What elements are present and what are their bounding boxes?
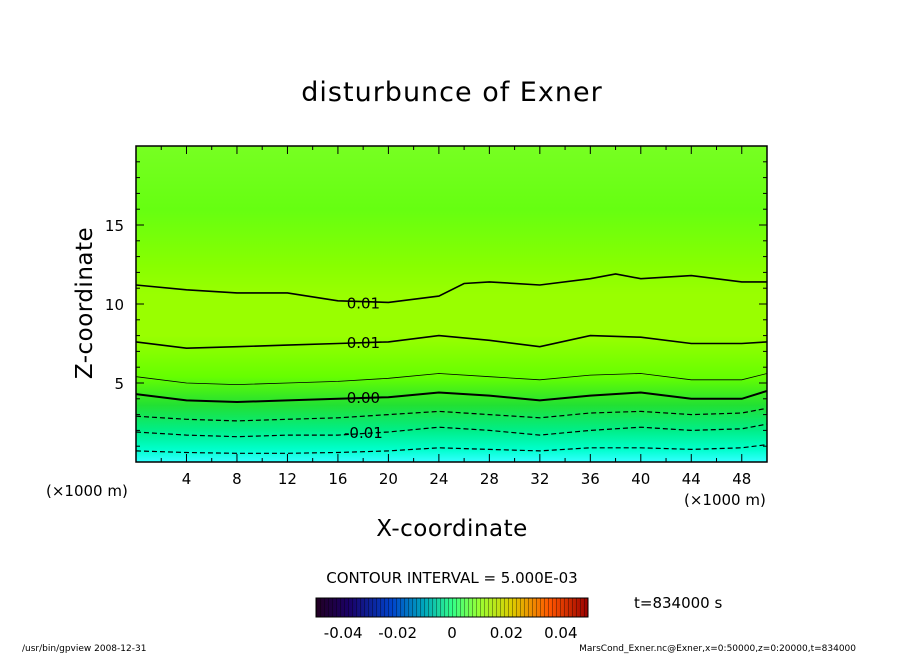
- chart-title: disturbunce of Exner: [301, 77, 602, 108]
- x-tick-label: 44: [682, 470, 701, 488]
- x-tick-label: 28: [480, 470, 499, 488]
- colorbar-label: 0.02: [490, 624, 523, 642]
- x-tick-label: 48: [732, 470, 751, 488]
- y-tick-label: 5: [114, 375, 124, 393]
- contour-line: [136, 273, 767, 304]
- contour-label: 0.01: [347, 294, 380, 312]
- colorbar-labels: -0.04 -0.02 0 0.02 0.04: [324, 624, 578, 642]
- y-tick-label: 15: [105, 217, 124, 235]
- contour-line: [136, 423, 767, 438]
- x-unit-left: (×1000 m): [46, 482, 128, 500]
- colorbar-label: -0.04: [324, 624, 363, 642]
- contour-label: 0.00: [347, 389, 380, 407]
- x-tick-label: 32: [530, 470, 549, 488]
- y-axis-label: Z-coordinate: [72, 227, 98, 379]
- colorbar-label: 0.04: [544, 624, 577, 642]
- x-tick-label: 8: [232, 470, 242, 488]
- contour-line: [136, 407, 767, 422]
- contour-label: -0.01: [344, 424, 383, 442]
- x-axis-label: X-coordinate: [376, 516, 528, 542]
- x-tick-label: 24: [429, 470, 448, 488]
- x-tick-label: 36: [581, 470, 600, 488]
- contour-labels: -0.01 0.00 0.01 0.01: [344, 294, 383, 442]
- contour-line: [136, 334, 767, 350]
- contour-line: [136, 373, 767, 386]
- x-tick-label: 20: [379, 470, 398, 488]
- footer-left: /usr/bin/gpview 2008-12-31: [22, 644, 146, 654]
- contour-label: 0.01: [347, 334, 380, 352]
- colorbar-label: -0.02: [378, 624, 417, 642]
- footer-right: MarsCond_Exner.nc@Exner,x=0:50000,z=0:20…: [579, 644, 856, 654]
- contour-line: [136, 444, 767, 454]
- x-tick-label: 4: [182, 470, 192, 488]
- colorbar-label: 0: [447, 624, 457, 642]
- contour-line: [136, 389, 767, 404]
- time-text: t=834000 s: [634, 594, 722, 612]
- y-tick-label: 10: [105, 296, 124, 314]
- contour-interval-text: CONTOUR INTERVAL = 5.000E-03: [326, 569, 577, 587]
- colorbar-stripes: [316, 598, 588, 617]
- x-tick-label: 12: [278, 470, 297, 488]
- colorbar-frame: [315, 597, 589, 618]
- x-tick-label: 40: [631, 470, 650, 488]
- x-unit-right: (×1000 m): [684, 491, 766, 509]
- contour-lines: [136, 273, 767, 454]
- y-axis: 5 10 15: [105, 161, 767, 447]
- plot-field: [136, 146, 767, 462]
- x-tick-label: 16: [328, 470, 347, 488]
- x-axis: 4 8 12 16 20 24 28 32 36 40 44 48: [160, 146, 751, 488]
